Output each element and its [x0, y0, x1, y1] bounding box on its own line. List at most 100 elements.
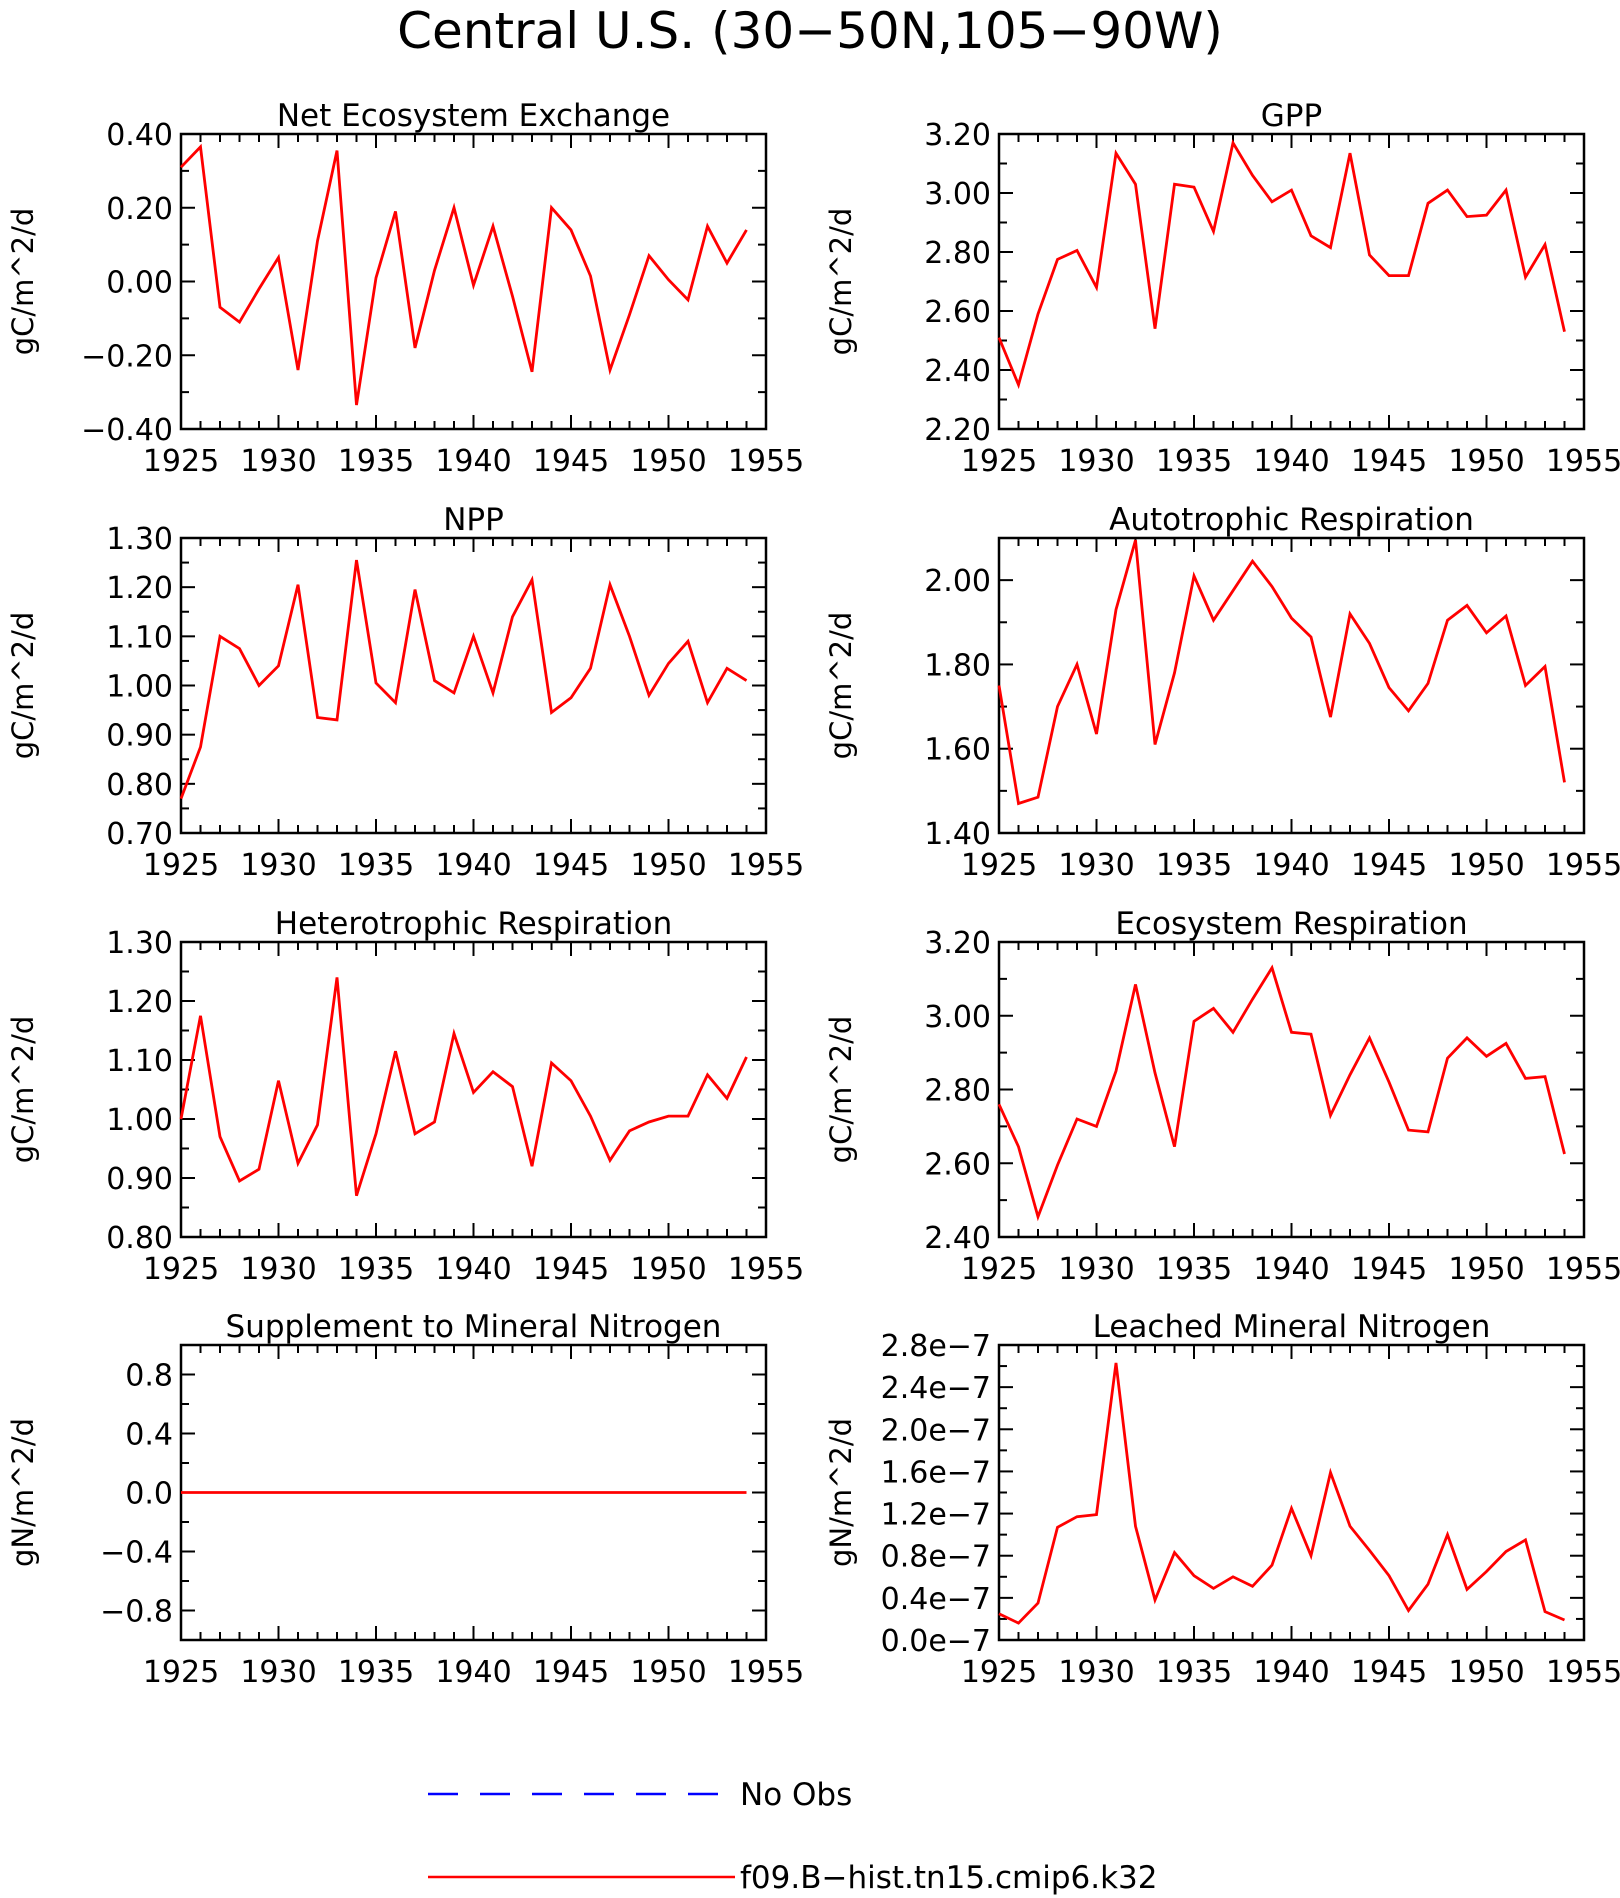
- chart-panel-0: Net Ecosystem Exchange 1925 1930 1935 1940 19…: [6, 98, 804, 479]
- chart-panel-6: Supplement to Mineral Nitrogen 1925 1930 19…: [6, 1309, 804, 1690]
- plot-frame: [997, 940, 1586, 1239]
- figure-title: Central U.S. (30−50N,105−90W): [397, 2, 1223, 60]
- y-axis-label: gN/m^2/d: [824, 1418, 858, 1567]
- x-tick-label: 1945: [1351, 848, 1427, 883]
- y-tick-label: 2.20: [924, 413, 991, 448]
- panel-title: NPP: [443, 502, 504, 538]
- x-tick-label: 1930: [240, 1252, 316, 1287]
- y-tick-label: 0.70: [106, 817, 173, 852]
- x-tick-label: 1935: [338, 1252, 414, 1287]
- panel-title: Supplement to Mineral Nitrogen: [226, 1309, 722, 1345]
- x-tick-label: 1930: [1058, 848, 1134, 883]
- x-tick-label: 1930: [240, 848, 316, 883]
- x-tick-label: 1940: [1253, 1655, 1329, 1690]
- x-tick-label: 1925: [961, 1655, 1037, 1690]
- x-tick-label: 1925: [143, 1252, 219, 1287]
- y-tick-label: 1.40: [924, 817, 991, 852]
- x-tick-label: 1930: [240, 444, 316, 479]
- x-tick-label: 1950: [630, 444, 706, 479]
- y-tick-label: 0.80: [106, 768, 173, 803]
- x-tick-label: 1945: [1351, 1252, 1427, 1287]
- series-line-0: [998, 1362, 1566, 1625]
- panel-title: Ecosystem Respiration: [1115, 906, 1467, 942]
- panel-title: GPP: [1261, 98, 1322, 134]
- x-tick-label: 1950: [1448, 1655, 1524, 1690]
- panels: Net Ecosystem Exchange 1925 1930 1935 1940 19…: [6, 98, 1620, 1690]
- x-tick-label: 1935: [338, 1655, 414, 1690]
- x-tick-label: 1940: [1253, 1252, 1329, 1287]
- x-tick-label: 1925: [143, 1655, 219, 1690]
- y-tick-label: 2.4e−7: [881, 1371, 991, 1406]
- y-tick-label: 0.90: [106, 719, 173, 754]
- x-tick-label: 1925: [143, 848, 219, 883]
- x-tick-label: 1945: [533, 444, 609, 479]
- x-tick-label: 1955: [728, 1655, 804, 1690]
- x-tick-label: 1935: [338, 848, 414, 883]
- y-tick-label: 0.0e−7: [881, 1624, 991, 1659]
- x-tick-label: 1940: [1253, 444, 1329, 479]
- y-tick-label: 1.30: [106, 522, 173, 557]
- plot-frame: [997, 132, 1586, 431]
- series-line-0: [997, 139, 1566, 390]
- chart-panel-4: Heterotrophic Respiration 1925 1930 1935 194…: [6, 906, 804, 1287]
- y-tick-label: 3.00: [924, 1000, 991, 1035]
- y-tick-label: 1.10: [106, 620, 173, 655]
- x-tick-label: 1930: [1058, 444, 1134, 479]
- plot-frame: [997, 1343, 1586, 1642]
- y-tick-label: 1.00: [106, 670, 173, 705]
- x-tick-label: 1930: [1058, 1252, 1134, 1287]
- x-tick-label: 1955: [728, 848, 804, 883]
- x-tick-label: 1950: [1448, 444, 1524, 479]
- y-tick-label: 1.80: [924, 648, 991, 683]
- y-tick-label: 2.0e−7: [881, 1413, 991, 1448]
- y-tick-label: 1.10: [106, 1044, 173, 1079]
- y-tick-label: 0.8: [125, 1359, 173, 1394]
- x-tick-label: 1940: [435, 1252, 511, 1287]
- y-tick-label: 2.40: [924, 354, 991, 389]
- chart-panel-2: NPP 1925 1930 1935 1940 1945 1950 1955 0.70 0.80 0…: [6, 502, 804, 883]
- x-tick-label: 1925: [961, 848, 1037, 883]
- y-tick-label: 0.4: [125, 1418, 173, 1453]
- y-axis-label: gC/m^2/d: [824, 612, 858, 760]
- panel-title: Net Ecosystem Exchange: [277, 98, 670, 134]
- y-axis-label: gC/m^2/d: [6, 208, 40, 356]
- x-tick-label: 1950: [630, 848, 706, 883]
- y-tick-label: 3.20: [924, 118, 991, 153]
- y-tick-label: 2.60: [924, 1147, 991, 1182]
- x-tick-label: 1935: [1156, 1252, 1232, 1287]
- y-tick-label: 0.20: [106, 192, 173, 227]
- y-tick-label: 2.40: [924, 1221, 991, 1256]
- x-tick-label: 1955: [1546, 1655, 1620, 1690]
- y-tick-label: −0.40: [81, 413, 173, 448]
- y-tick-label: −0.8: [100, 1595, 173, 1630]
- x-tick-label: 1950: [1448, 1252, 1524, 1287]
- legend-model-label: f09.B−hist.tn15.cmip6.k32: [740, 1860, 1158, 1896]
- y-tick-label: 0.90: [106, 1162, 173, 1197]
- series-line-0: [179, 143, 748, 406]
- x-tick-label: 1945: [533, 848, 609, 883]
- x-tick-label: 1935: [1156, 444, 1232, 479]
- x-tick-label: 1945: [533, 1655, 609, 1690]
- x-tick-label: 1945: [533, 1252, 609, 1287]
- plot-frame: [179, 536, 768, 835]
- y-tick-label: 1.60: [924, 733, 991, 768]
- x-tick-label: 1935: [1156, 1655, 1232, 1690]
- x-tick-label: 1930: [240, 1655, 316, 1690]
- y-tick-label: 1.2e−7: [881, 1498, 991, 1533]
- y-tick-label: 0.8e−7: [881, 1540, 991, 1575]
- y-tick-label: 1.20: [106, 571, 173, 606]
- y-tick-label: 0.4e−7: [881, 1582, 991, 1617]
- x-tick-label: 1955: [1546, 444, 1620, 479]
- legend-no-obs-label: No Obs: [740, 1777, 852, 1813]
- y-axis-label: gC/m^2/d: [6, 1016, 40, 1164]
- x-tick-label: 1935: [338, 444, 414, 479]
- x-tick-label: 1955: [1546, 848, 1620, 883]
- x-tick-label: 1950: [1448, 848, 1524, 883]
- series-line-0: [997, 539, 1566, 806]
- x-tick-label: 1950: [630, 1655, 706, 1690]
- y-tick-label: −0.20: [81, 339, 173, 374]
- y-tick-label: 0.80: [106, 1221, 173, 1256]
- legend: No Obs f09.B−hist.tn15.cmip6.k32: [428, 1777, 1158, 1896]
- x-tick-label: 1925: [961, 1252, 1037, 1287]
- y-tick-label: 1.30: [106, 926, 173, 961]
